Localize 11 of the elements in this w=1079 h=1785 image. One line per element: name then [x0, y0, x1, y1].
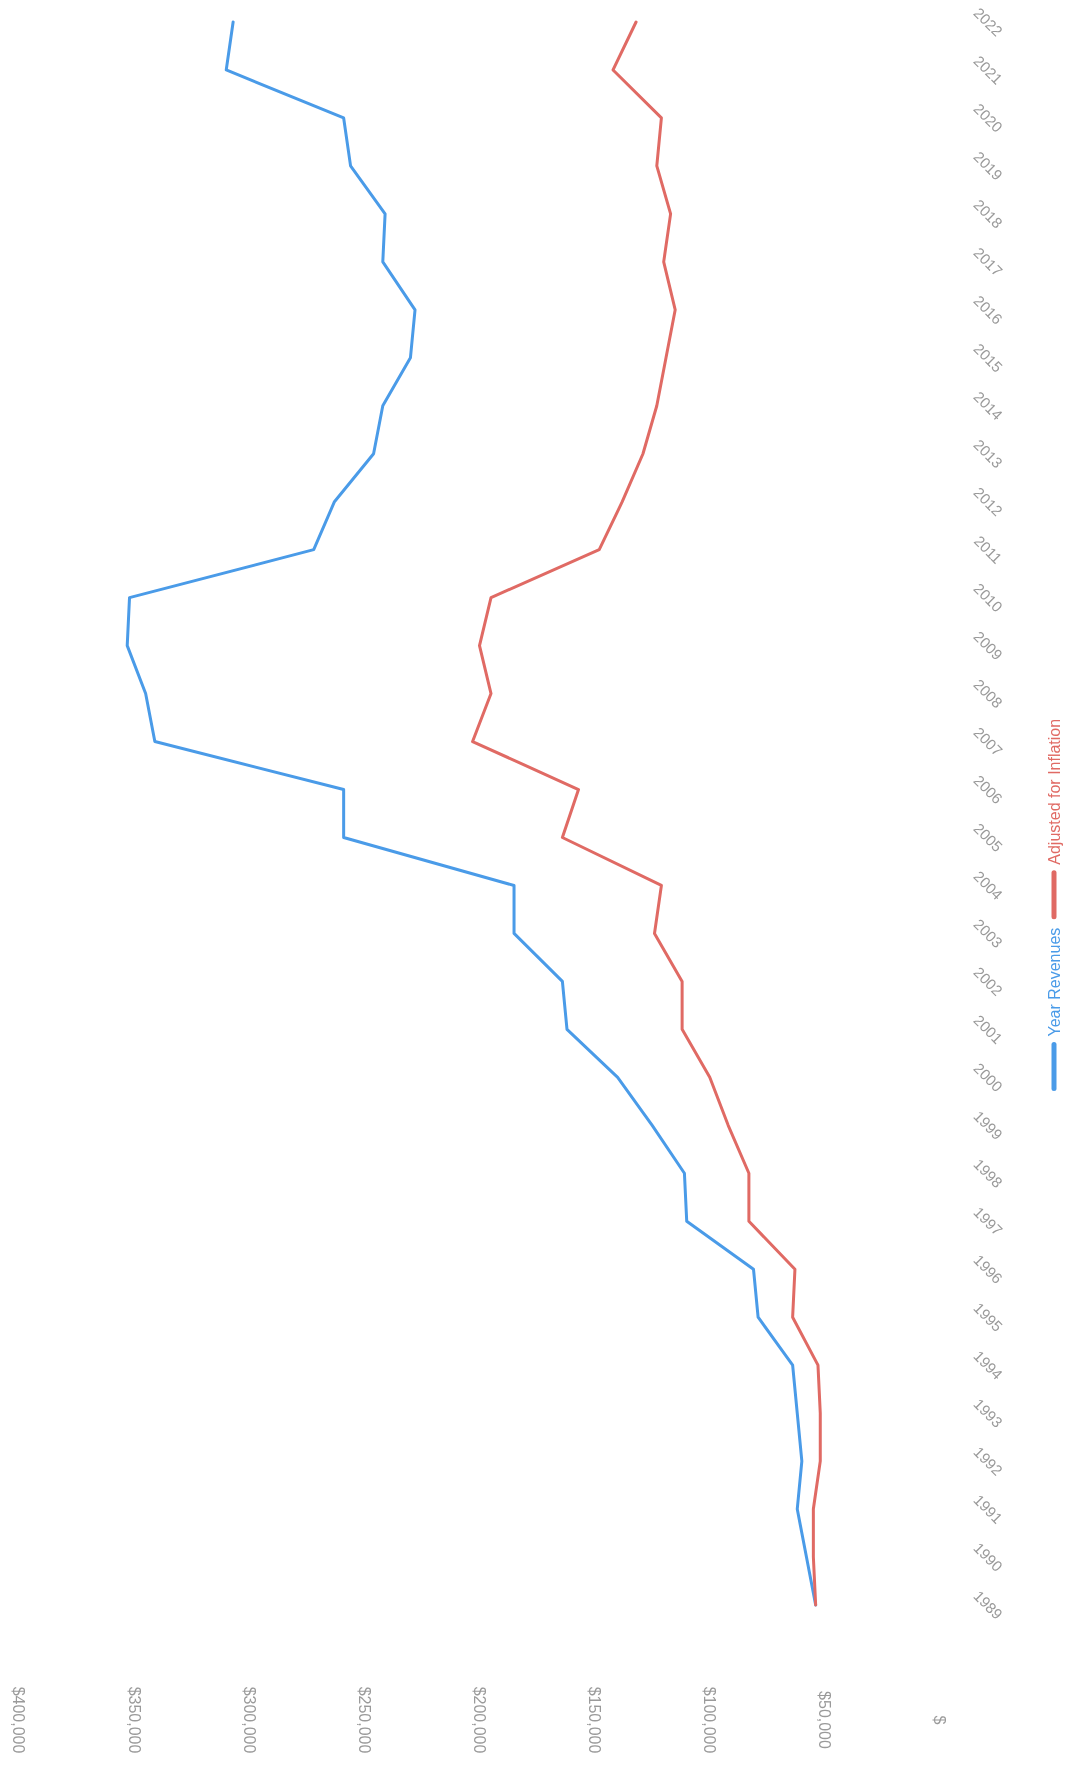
x-tick-label: $350,000: [125, 1686, 143, 1754]
x-tick-label: $300,000: [240, 1686, 258, 1754]
text: Adjusted for Inflation: [1045, 718, 1063, 865]
x-tick-label: $100,000: [701, 1686, 719, 1754]
x-tick-label: $50,000: [816, 1691, 834, 1750]
x-tick-label: $: [931, 1715, 949, 1725]
x-tick-label: $250,000: [355, 1686, 373, 1754]
x-tick-label: $400,000: [10, 1686, 28, 1754]
x-tick-label: $150,000: [586, 1686, 604, 1754]
x-tick-label: $200,000: [470, 1686, 488, 1754]
text: Year Revenues: [1045, 927, 1063, 1037]
